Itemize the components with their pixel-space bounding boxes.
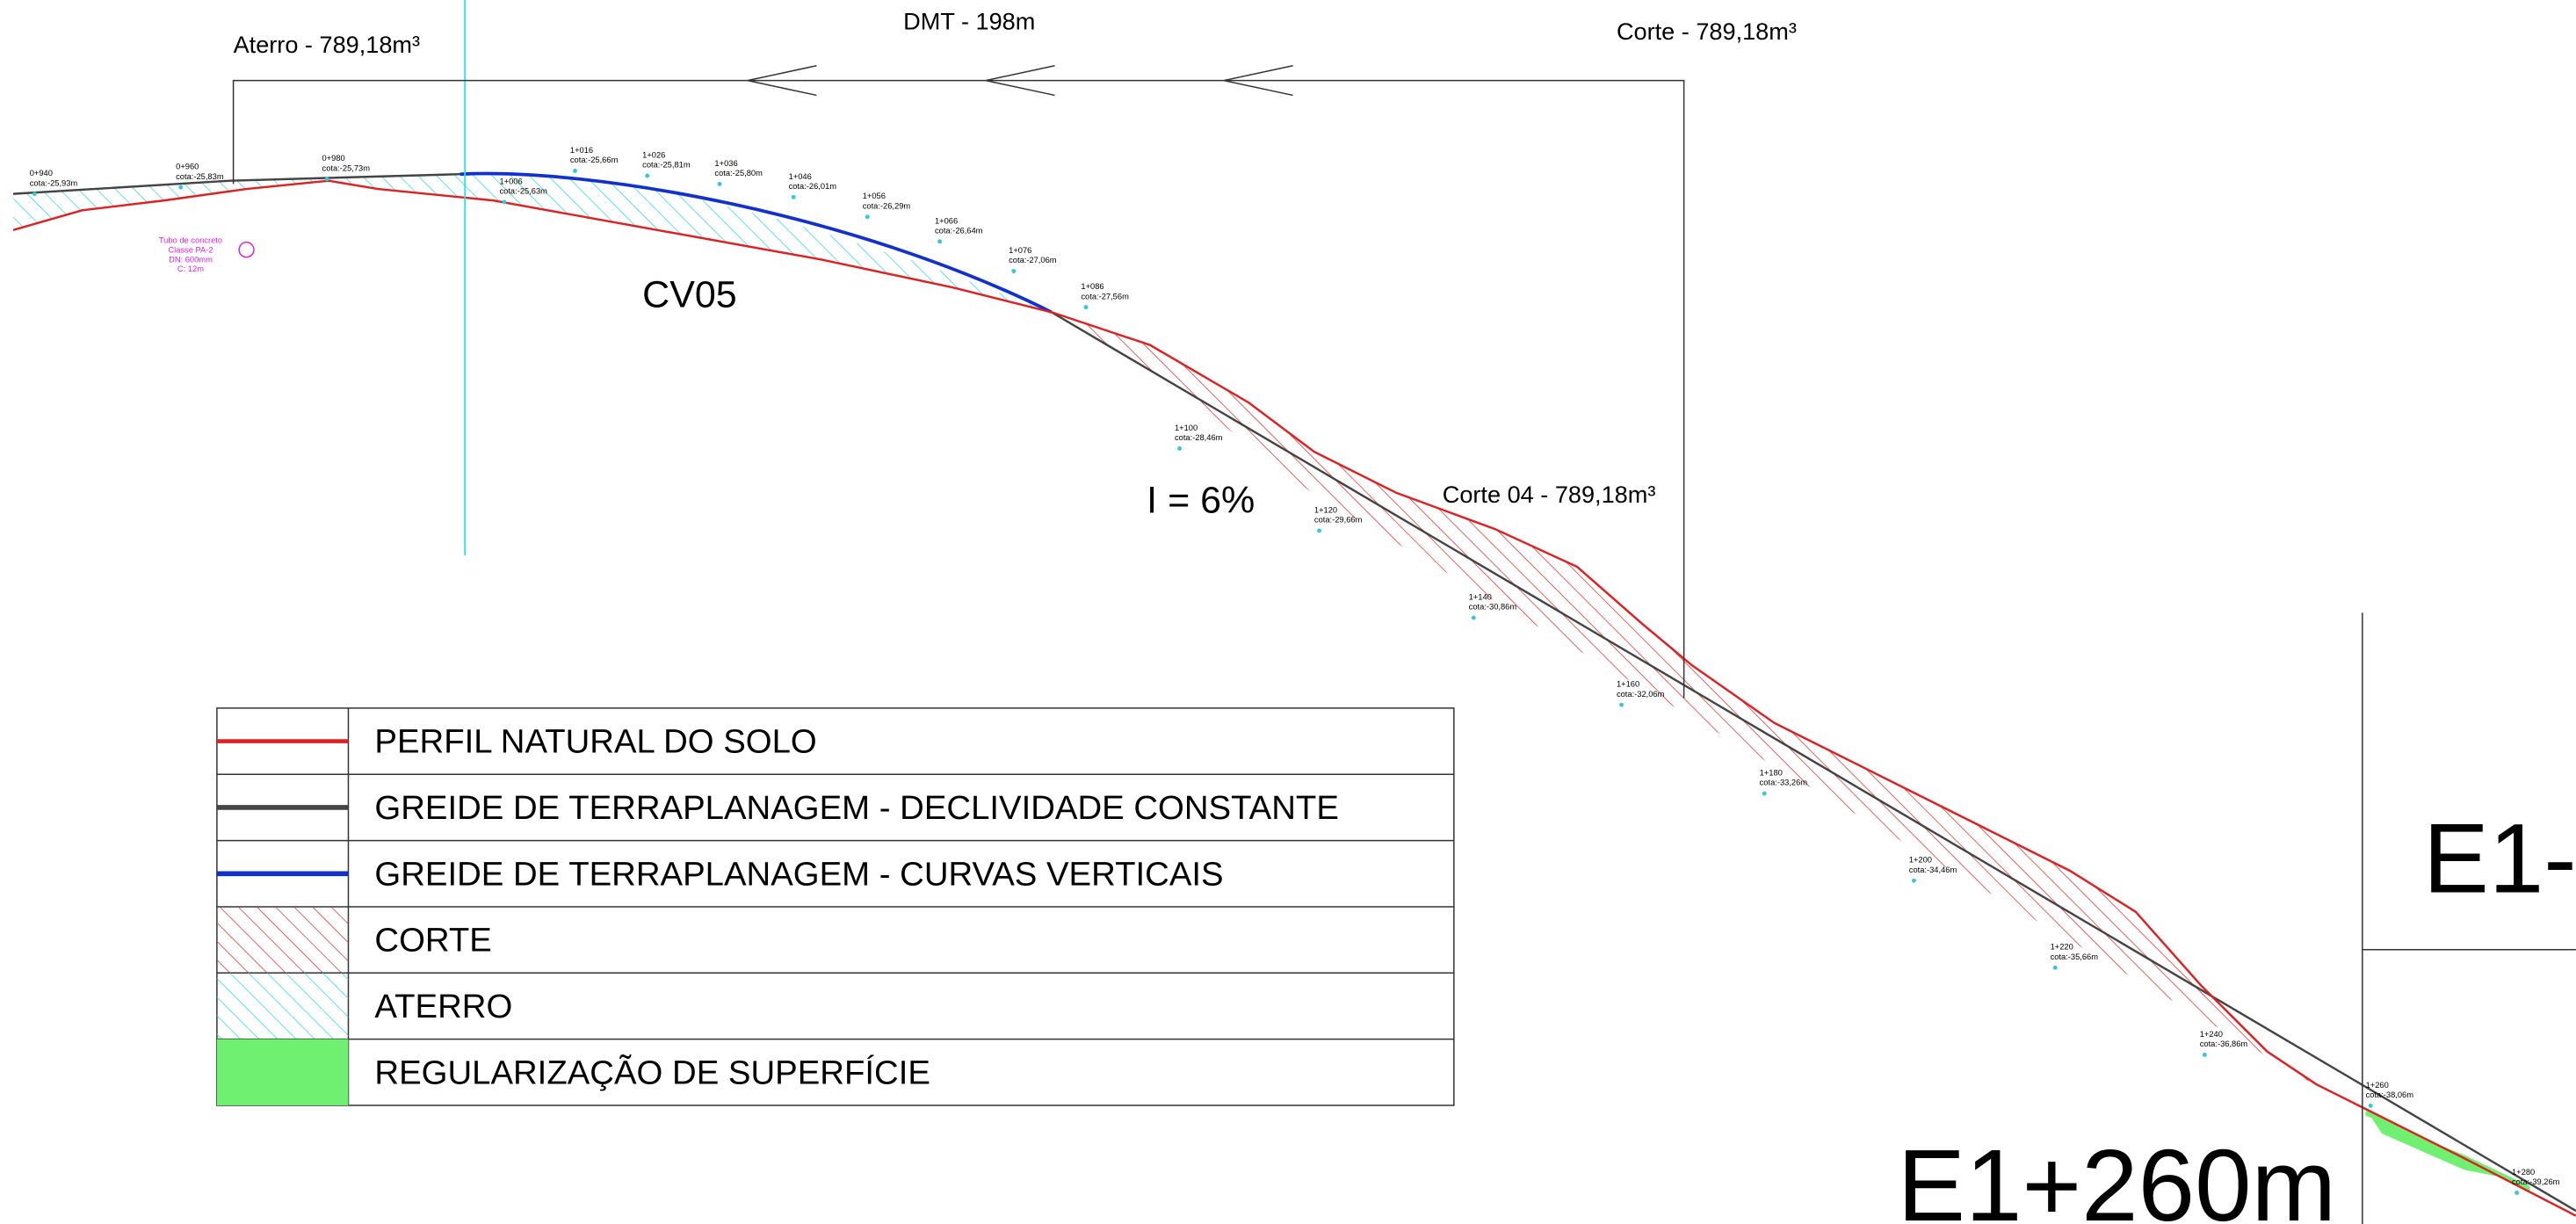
station-stake: 0+960 [176, 163, 199, 171]
station-stake: 1+086 [1081, 282, 1103, 291]
station-marker [2052, 965, 2058, 970]
legend-label: ATERRO [374, 988, 512, 1025]
station-elevation: cota:-26,01m [789, 182, 837, 191]
legend-swatch [216, 906, 349, 974]
cut-section: Corte 04 - 789,18m³ [1443, 481, 1656, 508]
station-elevation: cota:-33,26m [1760, 779, 1808, 787]
station-stake: 1+016 [570, 146, 593, 155]
station-marker [1619, 702, 1624, 707]
station-elevation: cota:-39,26m [2512, 1177, 2560, 1186]
grade-vertical-curve [459, 171, 1053, 314]
station-stake: 1+280 [2512, 1168, 2535, 1177]
station-marker [502, 199, 507, 205]
station-stake: 1+200 [1909, 856, 1932, 865]
haul-distance: DMT - 198m [903, 8, 1035, 35]
cut-area [1051, 312, 2317, 1086]
station-stake: 1+006 [499, 177, 522, 185]
station-marker [1011, 269, 1017, 273]
station-elevation: cota:-30,86m [1469, 603, 1517, 612]
station-marker [324, 177, 329, 182]
station-elevation: cota:-25,80m [714, 169, 763, 177]
legend: PERFIL NATURAL DO SOLO GREIDE DE TERRAPLA… [216, 707, 1455, 1106]
station-elevation: cota:-26,29m [863, 201, 911, 210]
station-stake: 1+026 [642, 151, 665, 160]
sheet-title: E1+260m [1898, 1128, 2336, 1224]
station-elevation: cota:-25,66m [570, 156, 619, 164]
station-elevation: cota:-27,56m [1081, 292, 1129, 301]
station-marker [1177, 446, 1183, 451]
slope-label: I = 6% [1147, 479, 1255, 521]
legend-swatch [216, 973, 349, 1039]
station-elevation: cota:-29,66m [1314, 516, 1363, 525]
station-marker [645, 173, 650, 178]
station-marker [937, 239, 943, 244]
station-marker [2202, 1052, 2207, 1057]
station-marker [865, 214, 870, 220]
station-stake: 1+100 [1175, 424, 1198, 432]
station-marker [717, 181, 722, 186]
natural-ground [12, 179, 2576, 1217]
cut-volume: Corte - 789,18m³ [1617, 18, 1797, 45]
station-stake: 1+180 [1760, 769, 1783, 778]
station-marker [2368, 1103, 2373, 1108]
arrow [747, 65, 1293, 97]
legend-swatch [216, 1039, 349, 1106]
station-elevation: cota:-38,06m [2366, 1090, 2414, 1099]
station-elevation: cota:-26,64m [935, 227, 983, 235]
legend-label: REGULARIZAÇÃO DE SUPERFÍCIE [374, 1054, 930, 1091]
station-marker [178, 185, 184, 190]
grade-constant [12, 172, 460, 195]
station-stake: 0+980 [322, 154, 345, 163]
station-stake: 1+240 [2200, 1030, 2223, 1039]
station-stake: 1+076 [1009, 246, 1031, 255]
station-marker [2514, 1191, 2520, 1195]
station-marker [1911, 878, 1916, 883]
legend-label: GREIDE DE TERRAPLANAGEM - DECLIVIDADE CO… [374, 789, 1339, 827]
station-elevation: cota:-25,83m [176, 172, 224, 181]
station-stake: 1+056 [863, 192, 886, 200]
grade-constant [1051, 311, 2576, 1213]
legend-label: CORTE [374, 922, 491, 960]
station-marker [1083, 305, 1089, 310]
station-elevation: cota:-32,06m [1617, 690, 1665, 699]
station-stake: 1+260 [2366, 1081, 2389, 1090]
station-elevation: cota:-25,93m [30, 178, 78, 187]
next-sheet: E1- [2423, 802, 2576, 913]
station-marker [1762, 791, 1767, 796]
station-marker [791, 194, 796, 199]
legend-label: GREIDE DE TERRAPLANAGEM - CURVAS VERTICA… [374, 855, 1223, 893]
station-elevation: cota:-25,81m [642, 161, 691, 170]
station-elevation: cota:-25,63m [499, 187, 547, 196]
station-stake: 1+120 [1314, 505, 1337, 514]
haul-bracket [232, 79, 1685, 699]
pipe-note: C: 12m [177, 264, 204, 273]
pipe-note: Tubo de concreto [159, 236, 222, 245]
pipe [238, 242, 255, 258]
station-stake: 1+220 [2051, 943, 2073, 952]
station-marker [1317, 528, 1321, 533]
station-elevation: cota:-34,46m [1909, 865, 1957, 874]
station-stake: 1+066 [935, 216, 958, 225]
station-elevation: cota:-28,46m [1175, 433, 1223, 442]
pipe-note: Classe PA-2 [168, 246, 213, 255]
station-elevation: cota:-35,66m [2051, 952, 2099, 961]
pipe-note: DN: 600mm [169, 255, 213, 264]
legend-label: PERFIL NATURAL DO SOLO [374, 723, 816, 761]
station-stake: 1+140 [1469, 592, 1492, 601]
curve-label: CV05 [642, 274, 737, 316]
station-elevation: cota:-27,06m [1009, 256, 1057, 264]
station-stake: 1+046 [789, 172, 812, 181]
station-marker [32, 192, 37, 197]
station-elevation: cota:-25,73m [322, 163, 371, 172]
station-stake: 0+940 [30, 169, 53, 177]
station-stake: 1+160 [1617, 680, 1639, 689]
fill-volume: Aterro - 789,18m³ [234, 31, 420, 58]
station-marker [573, 169, 577, 173]
station-elevation: cota:-36,86m [2200, 1039, 2248, 1048]
station-stake: 1+036 [714, 159, 737, 168]
station-marker [1471, 615, 1476, 620]
